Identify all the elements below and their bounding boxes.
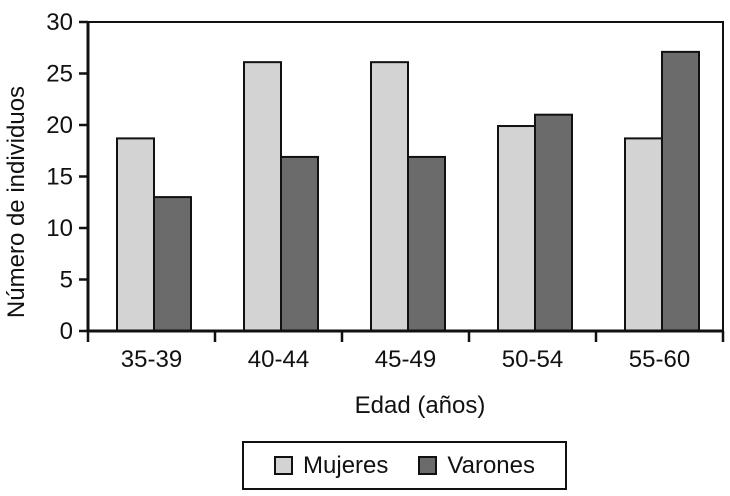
bar-mujeres-35-39 bbox=[116, 137, 155, 332]
bar-mujeres-50-54 bbox=[497, 125, 536, 332]
bar-varones-55-60 bbox=[661, 50, 700, 333]
varones-swatch-icon bbox=[418, 456, 438, 475]
bar-varones-50-54 bbox=[534, 113, 573, 332]
y-tick-label-20: 20 bbox=[46, 112, 73, 139]
bar-varones-40-44 bbox=[280, 155, 319, 332]
bar-mujeres-55-60 bbox=[624, 137, 663, 332]
y-tick-label-10: 10 bbox=[46, 215, 73, 242]
legend-box: Mujeres Varones bbox=[242, 441, 567, 490]
x-axis-title: Edad (años) bbox=[354, 392, 486, 419]
y-tick-label-0: 0 bbox=[60, 318, 73, 345]
x-category-label-50-54: 50-54 bbox=[502, 346, 563, 373]
bar-mujeres-45-49 bbox=[370, 61, 409, 332]
bar-mujeres-40-44 bbox=[243, 61, 282, 332]
x-category-label-35-39: 35-39 bbox=[121, 346, 182, 373]
y-tick-label-30: 30 bbox=[46, 9, 73, 36]
bar-varones-45-49 bbox=[407, 155, 446, 332]
y-tick-label-15: 15 bbox=[46, 164, 73, 191]
bar-varones-35-39 bbox=[153, 196, 192, 332]
y-tick-label-25: 25 bbox=[46, 61, 73, 88]
legend-label-mujeres: Mujeres bbox=[303, 451, 389, 479]
x-category-label-55-60: 55-60 bbox=[629, 346, 690, 373]
x-category-label-40-44: 40-44 bbox=[248, 346, 309, 373]
y-axis-title: Número de individuos bbox=[3, 85, 30, 319]
y-tick-label-5: 5 bbox=[60, 267, 73, 294]
legend-label-varones: Varones bbox=[447, 451, 535, 479]
legend-item-mujeres: Mujeres bbox=[274, 451, 389, 479]
legend-item-varones: Varones bbox=[418, 451, 535, 479]
mujeres-swatch-icon bbox=[274, 456, 294, 475]
x-category-label-45-49: 45-49 bbox=[375, 346, 436, 373]
